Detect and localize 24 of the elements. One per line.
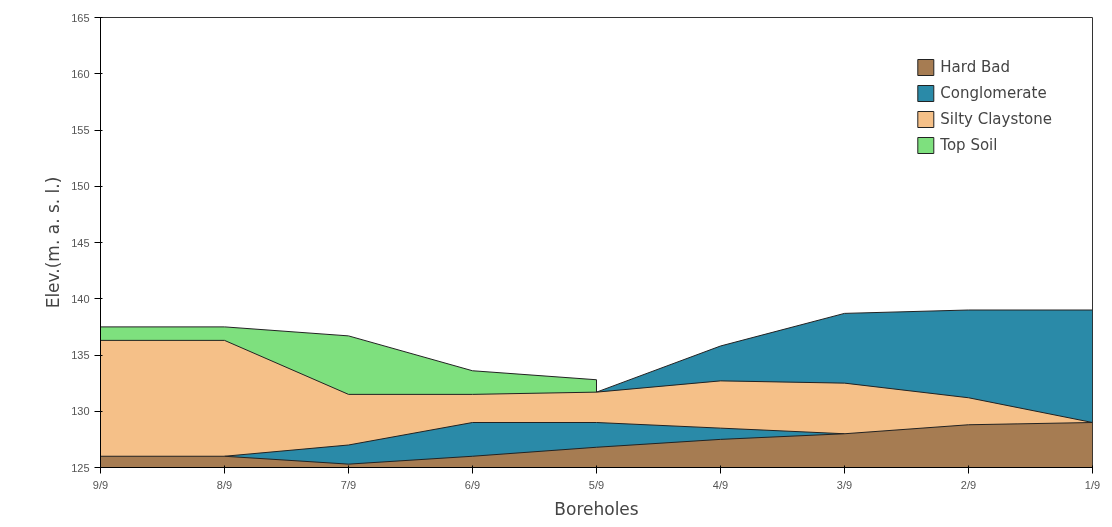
x-tick-label: 3/9 <box>836 478 853 491</box>
y-tick-label: 165 <box>71 11 90 24</box>
y-tick-label: 150 <box>71 180 90 193</box>
x-tick-label: 2/9 <box>960 478 977 491</box>
x-tick-label: 4/9 <box>712 478 729 491</box>
y-tick-label: 155 <box>71 124 90 136</box>
y-tick-label: 140 <box>71 292 90 305</box>
y-tick-label: 135 <box>71 349 90 361</box>
legend-label: Top Soil <box>940 136 998 154</box>
x-tick-label: 5/9 <box>588 478 605 491</box>
x-tick-label: 6/9 <box>464 478 481 491</box>
y-axis-title: Elev.(m. a. s. l.) <box>43 176 64 309</box>
x-axis-title: Boreholes <box>554 498 639 519</box>
legend-label: Hard Bad <box>940 58 1010 76</box>
x-tick-label: 9/9 <box>92 478 109 491</box>
y-tick-label: 160 <box>71 67 90 80</box>
y-tick-label: 130 <box>71 405 90 418</box>
legend-label: Silty Claystone <box>940 110 1052 128</box>
x-tick-label: 8/9 <box>216 478 233 491</box>
legend-label: Conglomerate <box>940 84 1047 102</box>
x-tick-label: 7/9 <box>340 478 357 491</box>
y-tick-label: 125 <box>71 461 90 474</box>
x-tick-label: 1/9 <box>1084 478 1101 491</box>
y-tick-label: 145 <box>71 236 90 249</box>
